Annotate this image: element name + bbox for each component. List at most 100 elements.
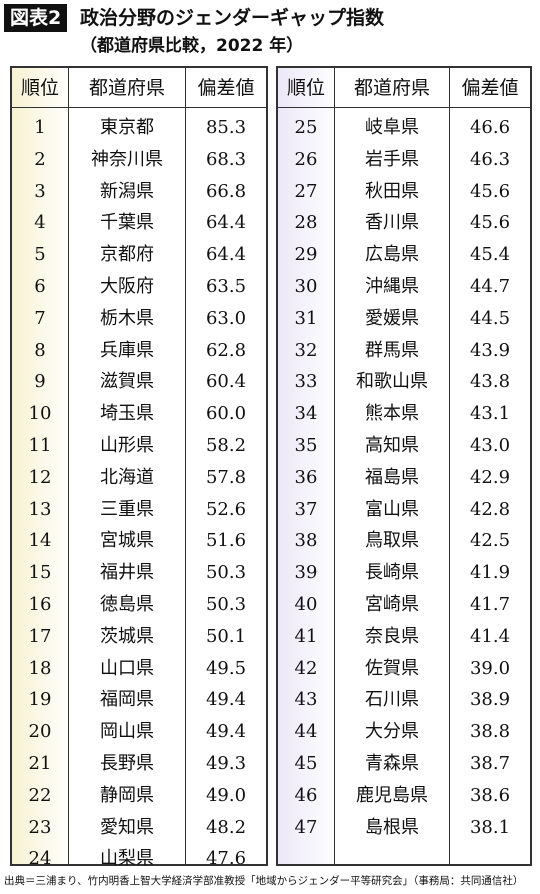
prefecture-cell: 山梨県 <box>100 848 154 870</box>
rank-cell: 36 <box>294 466 318 488</box>
table-row: 24 山梨県 47.6 <box>12 843 266 875</box>
rank-cell: 40 <box>294 593 318 615</box>
rank-cell: 46 <box>294 784 318 806</box>
prefecture-cell: 高知県 <box>365 434 419 456</box>
score-cell: 43.0 <box>469 434 511 456</box>
table-row: 32 群馬県 43.9 <box>278 335 530 367</box>
figure-label: 図表2 <box>4 4 68 32</box>
rank-cell: 21 <box>28 752 52 774</box>
table-row: 2 神奈川県 68.3 <box>12 144 266 176</box>
rank-cell: 28 <box>294 212 318 234</box>
prefecture-cell: 佐賀県 <box>365 657 419 679</box>
column-divider <box>185 68 186 864</box>
rank-cell: 13 <box>28 498 52 520</box>
score-cell: 38.1 <box>469 816 511 838</box>
prefecture-cell: 北海道 <box>100 466 154 488</box>
rank-cell: 41 <box>294 625 318 647</box>
table-row: 13 三重県 52.6 <box>12 494 266 526</box>
prefecture-cell: 千葉県 <box>100 212 154 234</box>
prefecture-cell: 奈良県 <box>365 625 419 647</box>
rank-cell: 14 <box>28 530 52 552</box>
prefecture-cell: 福井県 <box>100 562 154 584</box>
table-row: 7 栃木県 63.0 <box>12 303 266 335</box>
table-row: 1 東京都 85.3 <box>12 112 266 144</box>
prefecture-cell: 群馬県 <box>365 339 419 361</box>
table-row: 29 広島県 45.4 <box>278 239 530 271</box>
rank-cell: 3 <box>34 180 46 202</box>
score-cell: 50.1 <box>205 625 247 647</box>
table-row: 25 岐阜県 46.6 <box>278 112 530 144</box>
rank-cell: 47 <box>294 816 318 838</box>
table-row: 46 鹿児島県 38.6 <box>278 780 530 812</box>
figure-header: 図表2 政治分野のジェンダーギャップ指数 （都道府県比較，2022 年） <box>4 4 536 60</box>
score-cell: 51.6 <box>205 530 247 552</box>
prefecture-cell: 新潟県 <box>100 180 154 202</box>
score-cell: 45.6 <box>469 180 511 202</box>
table-row: 28 香川県 45.6 <box>278 207 530 239</box>
table-body-right: 25 岐阜県 46.6 26 岩手県 46.3 27 秋田県 45.6 28 香川県 45.6 29 広島… <box>278 112 530 843</box>
prefecture-cell: 山形県 <box>100 434 154 456</box>
rank-cell: 27 <box>294 180 318 202</box>
table-row: 20 岡山県 49.4 <box>12 716 266 748</box>
score-cell: 50.3 <box>205 562 247 584</box>
table-row: 18 山口県 49.5 <box>12 653 266 685</box>
score-cell: 49.0 <box>205 784 247 806</box>
prefecture-cell: 沖縄県 <box>365 275 419 297</box>
prefecture-cell: 岩手県 <box>365 148 419 170</box>
score-cell: 38.9 <box>469 689 511 711</box>
prefecture-cell: 三重県 <box>100 498 154 520</box>
rank-cell: 23 <box>28 816 52 838</box>
score-cell: 42.9 <box>469 466 511 488</box>
prefecture-cell: 茨城県 <box>100 625 154 647</box>
rank-cell: 33 <box>294 371 318 393</box>
score-cell: 63.5 <box>205 275 247 297</box>
ranking-table-right: 順位 都道府県 偏差値 25 岐阜県 46.6 26 岩手県 46.3 27 秋田県 45.6 2… <box>276 66 532 866</box>
score-cell: 50.3 <box>205 593 247 615</box>
prefecture-cell: 島根県 <box>365 816 419 838</box>
rank-cell: 10 <box>28 403 52 425</box>
rank-cell: 43 <box>294 689 318 711</box>
table-row: 34 熊本県 43.1 <box>278 398 530 430</box>
rank-cell: 39 <box>294 562 318 584</box>
rank-cell: 7 <box>34 307 46 329</box>
score-cell: 38.6 <box>469 784 511 806</box>
score-cell: 68.3 <box>205 148 247 170</box>
rank-cell: 16 <box>28 593 52 615</box>
rank-cell: 20 <box>28 721 52 743</box>
score-cell: 57.8 <box>205 466 247 488</box>
source-note: 出典＝三浦まり、竹内明香上智大学経済学部准教授「地域からジェンダー平等研究会」（… <box>4 875 524 887</box>
table-row: 47 島根県 38.1 <box>278 812 530 844</box>
figure-subtitle: （都道府県比較，2022 年） <box>80 36 304 56</box>
score-cell: 64.4 <box>205 212 247 234</box>
prefecture-cell: 大阪府 <box>100 275 154 297</box>
table-row: 9 滋賀県 60.4 <box>12 366 266 398</box>
table-row: 33 和歌山県 43.8 <box>278 366 530 398</box>
prefecture-cell: 福島県 <box>365 466 419 488</box>
score-cell: 49.5 <box>205 657 247 679</box>
rank-cell: 11 <box>28 434 52 456</box>
prefecture-cell: 埼玉県 <box>100 403 154 425</box>
table-row: 23 愛知県 48.2 <box>12 812 266 844</box>
rank-cell: 37 <box>294 498 318 520</box>
rank-cell: 5 <box>34 244 46 266</box>
rank-cell: 1 <box>34 117 46 138</box>
rank-cell: 2 <box>34 148 46 170</box>
prefecture-cell: 鳥取県 <box>365 530 419 552</box>
score-cell: 52.6 <box>205 498 247 520</box>
prefecture-cell: 鹿児島県 <box>356 784 428 806</box>
table-row: 6 大阪府 63.5 <box>12 271 266 303</box>
column-header-score: 偏差値 <box>186 68 266 108</box>
rank-cell: 35 <box>294 434 318 456</box>
column-header-score: 偏差値 <box>450 68 530 108</box>
score-cell: 44.5 <box>469 307 511 329</box>
table-row: 12 北海道 57.8 <box>12 462 266 494</box>
rank-cell: 32 <box>294 339 318 361</box>
rank-cell: 44 <box>294 721 318 743</box>
score-cell: 49.4 <box>205 689 247 711</box>
table-row: 30 沖縄県 44.7 <box>278 271 530 303</box>
column-header-rank: 順位 <box>12 68 68 108</box>
column-divider <box>449 68 450 864</box>
score-cell: 49.3 <box>205 752 247 774</box>
table-row: 41 奈良県 41.4 <box>278 621 530 653</box>
table-row: 19 福岡県 49.4 <box>12 684 266 716</box>
